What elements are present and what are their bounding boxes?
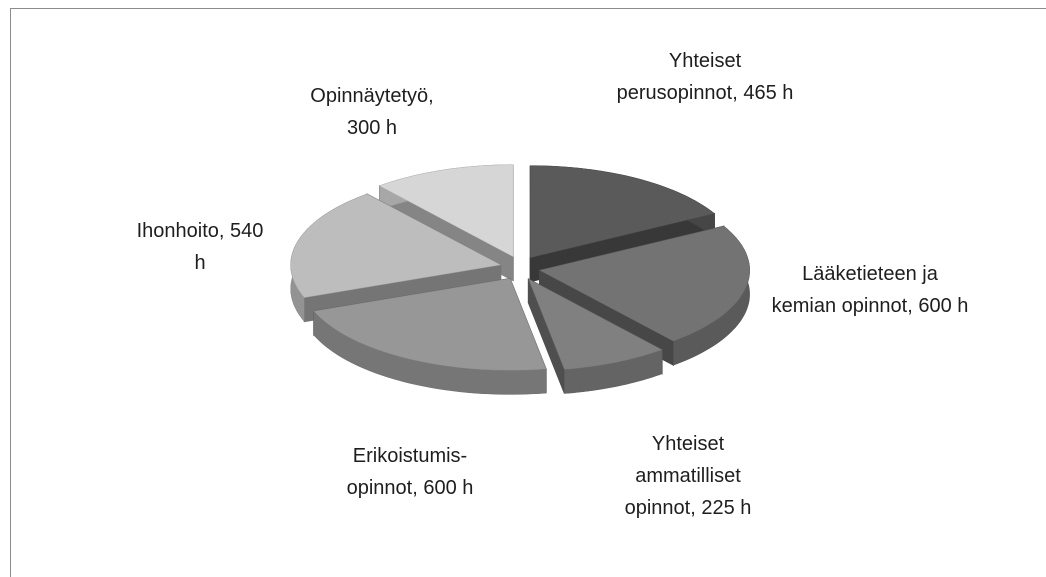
data-label: Opinnäytetyö, 300 h (310, 85, 434, 139)
pie-slice (313, 277, 547, 395)
slice-top (527, 278, 663, 370)
chart-area (10, 8, 1046, 577)
pie-slice (378, 164, 514, 282)
slice-top (313, 278, 547, 371)
slice-top (378, 164, 514, 258)
pie-slice (527, 278, 663, 394)
slice-top (538, 225, 750, 342)
data-label: Yhteiset ammatilliset opinnot, 225 h (624, 433, 752, 519)
slice-top (290, 193, 502, 298)
data-label: Erikoistumis-opinnot, 600 h (346, 445, 474, 499)
data-label: Ihonhoito, 540 h (136, 220, 264, 274)
data-label: Yhteiset perusopinnot, 465 h (616, 50, 794, 104)
data-label: Lääketieteen ja kemian opinnot, 600 h (771, 263, 969, 317)
slice-top (529, 165, 715, 259)
